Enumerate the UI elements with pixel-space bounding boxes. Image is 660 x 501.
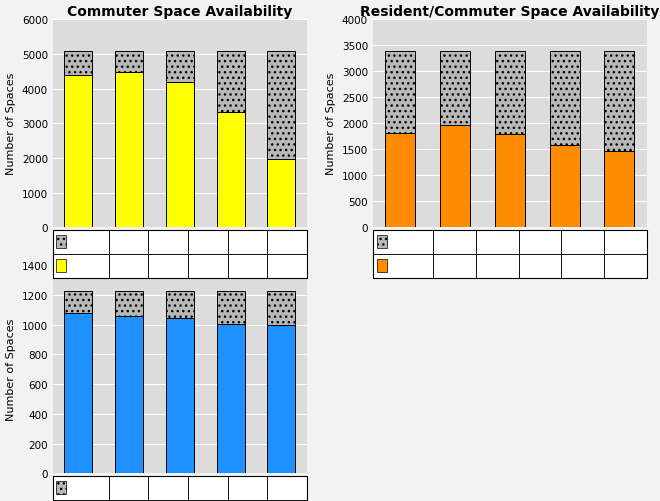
Y-axis label: Number of Spaces: Number of Spaces bbox=[6, 73, 16, 175]
Text: Empty: Empty bbox=[71, 483, 102, 493]
Bar bbox=[166, 292, 194, 318]
Text: 148: 148 bbox=[119, 483, 138, 493]
Y-axis label: Number of Spaces: Number of Spaces bbox=[326, 73, 336, 175]
Bar bbox=[65, 52, 92, 76]
Text: 218: 218 bbox=[238, 483, 257, 493]
Text: 177: 177 bbox=[199, 483, 217, 493]
Bar bbox=[216, 324, 245, 473]
Bar bbox=[267, 292, 296, 326]
Bar bbox=[115, 292, 143, 316]
Title: Resident Space Availability: Resident Space Availability bbox=[73, 250, 286, 265]
Bar bbox=[115, 316, 143, 473]
Bar bbox=[115, 52, 143, 73]
Text: 1460: 1460 bbox=[613, 261, 638, 271]
Text: 165: 165 bbox=[159, 483, 178, 493]
Text: Full: Full bbox=[71, 261, 88, 271]
Text: 4183: 4183 bbox=[195, 261, 220, 271]
Text: 1803: 1803 bbox=[570, 237, 595, 247]
Text: 4484: 4484 bbox=[156, 261, 180, 271]
Title: Resident/Commuter Space Availability: Resident/Commuter Space Availability bbox=[360, 5, 659, 19]
Bar bbox=[550, 145, 579, 228]
Text: 1790: 1790 bbox=[527, 261, 552, 271]
Bar bbox=[440, 125, 470, 228]
Text: 228: 228 bbox=[278, 483, 296, 493]
Bar bbox=[605, 52, 634, 152]
Bar bbox=[216, 52, 245, 113]
Text: 895: 895 bbox=[199, 237, 217, 247]
Text: Full: Full bbox=[392, 261, 409, 271]
Text: 1975: 1975 bbox=[485, 261, 510, 271]
Bar bbox=[385, 134, 415, 228]
Bar bbox=[166, 318, 194, 473]
Bar bbox=[267, 52, 296, 159]
Text: 1578: 1578 bbox=[442, 237, 467, 247]
Text: Empty: Empty bbox=[71, 237, 102, 247]
Text: 1599: 1599 bbox=[527, 237, 552, 247]
Bar bbox=[216, 113, 245, 228]
Bar bbox=[605, 152, 634, 228]
Text: 595: 595 bbox=[159, 237, 178, 247]
Bar bbox=[166, 52, 194, 83]
Text: 682: 682 bbox=[119, 237, 138, 247]
Bar bbox=[65, 76, 92, 228]
Bar bbox=[385, 52, 415, 134]
Text: 1980: 1980 bbox=[275, 261, 300, 271]
Bar bbox=[267, 159, 296, 228]
Bar bbox=[495, 135, 525, 228]
Text: 3098: 3098 bbox=[275, 237, 300, 247]
Bar bbox=[115, 73, 143, 228]
Text: 3322: 3322 bbox=[235, 261, 260, 271]
Bar bbox=[267, 326, 296, 473]
Text: Empty: Empty bbox=[392, 237, 424, 247]
Bar bbox=[166, 83, 194, 228]
Text: 4396: 4396 bbox=[116, 261, 141, 271]
Text: 1756: 1756 bbox=[235, 237, 260, 247]
Bar bbox=[216, 292, 245, 324]
Title: Commuter Space Availability: Commuter Space Availability bbox=[67, 5, 292, 19]
Text: 1414: 1414 bbox=[485, 237, 510, 247]
Y-axis label: Number of Spaces: Number of Spaces bbox=[6, 319, 16, 420]
Text: 1586: 1586 bbox=[570, 261, 595, 271]
Text: 1811: 1811 bbox=[442, 261, 467, 271]
Bar bbox=[65, 314, 92, 473]
Bar bbox=[440, 52, 470, 125]
Text: 1929: 1929 bbox=[613, 237, 638, 247]
Bar bbox=[550, 52, 579, 145]
Bar bbox=[65, 292, 92, 314]
Bar bbox=[495, 52, 525, 135]
